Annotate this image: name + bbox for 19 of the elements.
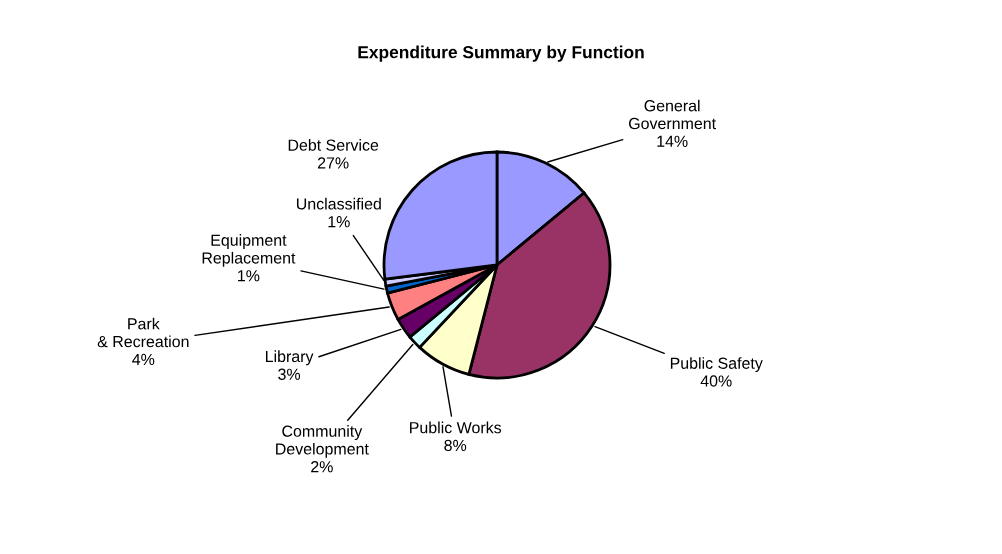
slice-label: Public Safety xyxy=(670,357,763,373)
data-label: 3% xyxy=(278,368,301,380)
data-label: 27% xyxy=(317,157,349,169)
data-label: 14% xyxy=(657,135,688,147)
slice-label: Park & Recreation xyxy=(97,317,189,348)
data-label: 1% xyxy=(328,216,350,228)
slice-label: General Government xyxy=(629,99,716,130)
slice-label: Debt Service xyxy=(288,139,379,151)
data-label: 8% xyxy=(444,439,467,452)
data-label: 1% xyxy=(238,270,260,282)
slice-label: Community Development xyxy=(276,425,369,458)
data-label: 4% xyxy=(132,353,155,365)
slice-label: Public Works xyxy=(410,421,502,434)
slice-label: Equipment Replacement xyxy=(202,234,296,267)
slice-label: Library xyxy=(265,350,314,366)
chart-title: Expenditure Summary by Function xyxy=(358,45,644,62)
data-label: 2% xyxy=(311,461,333,473)
data-label: 40% xyxy=(700,375,732,387)
slice-label: Unclassified xyxy=(296,197,381,210)
